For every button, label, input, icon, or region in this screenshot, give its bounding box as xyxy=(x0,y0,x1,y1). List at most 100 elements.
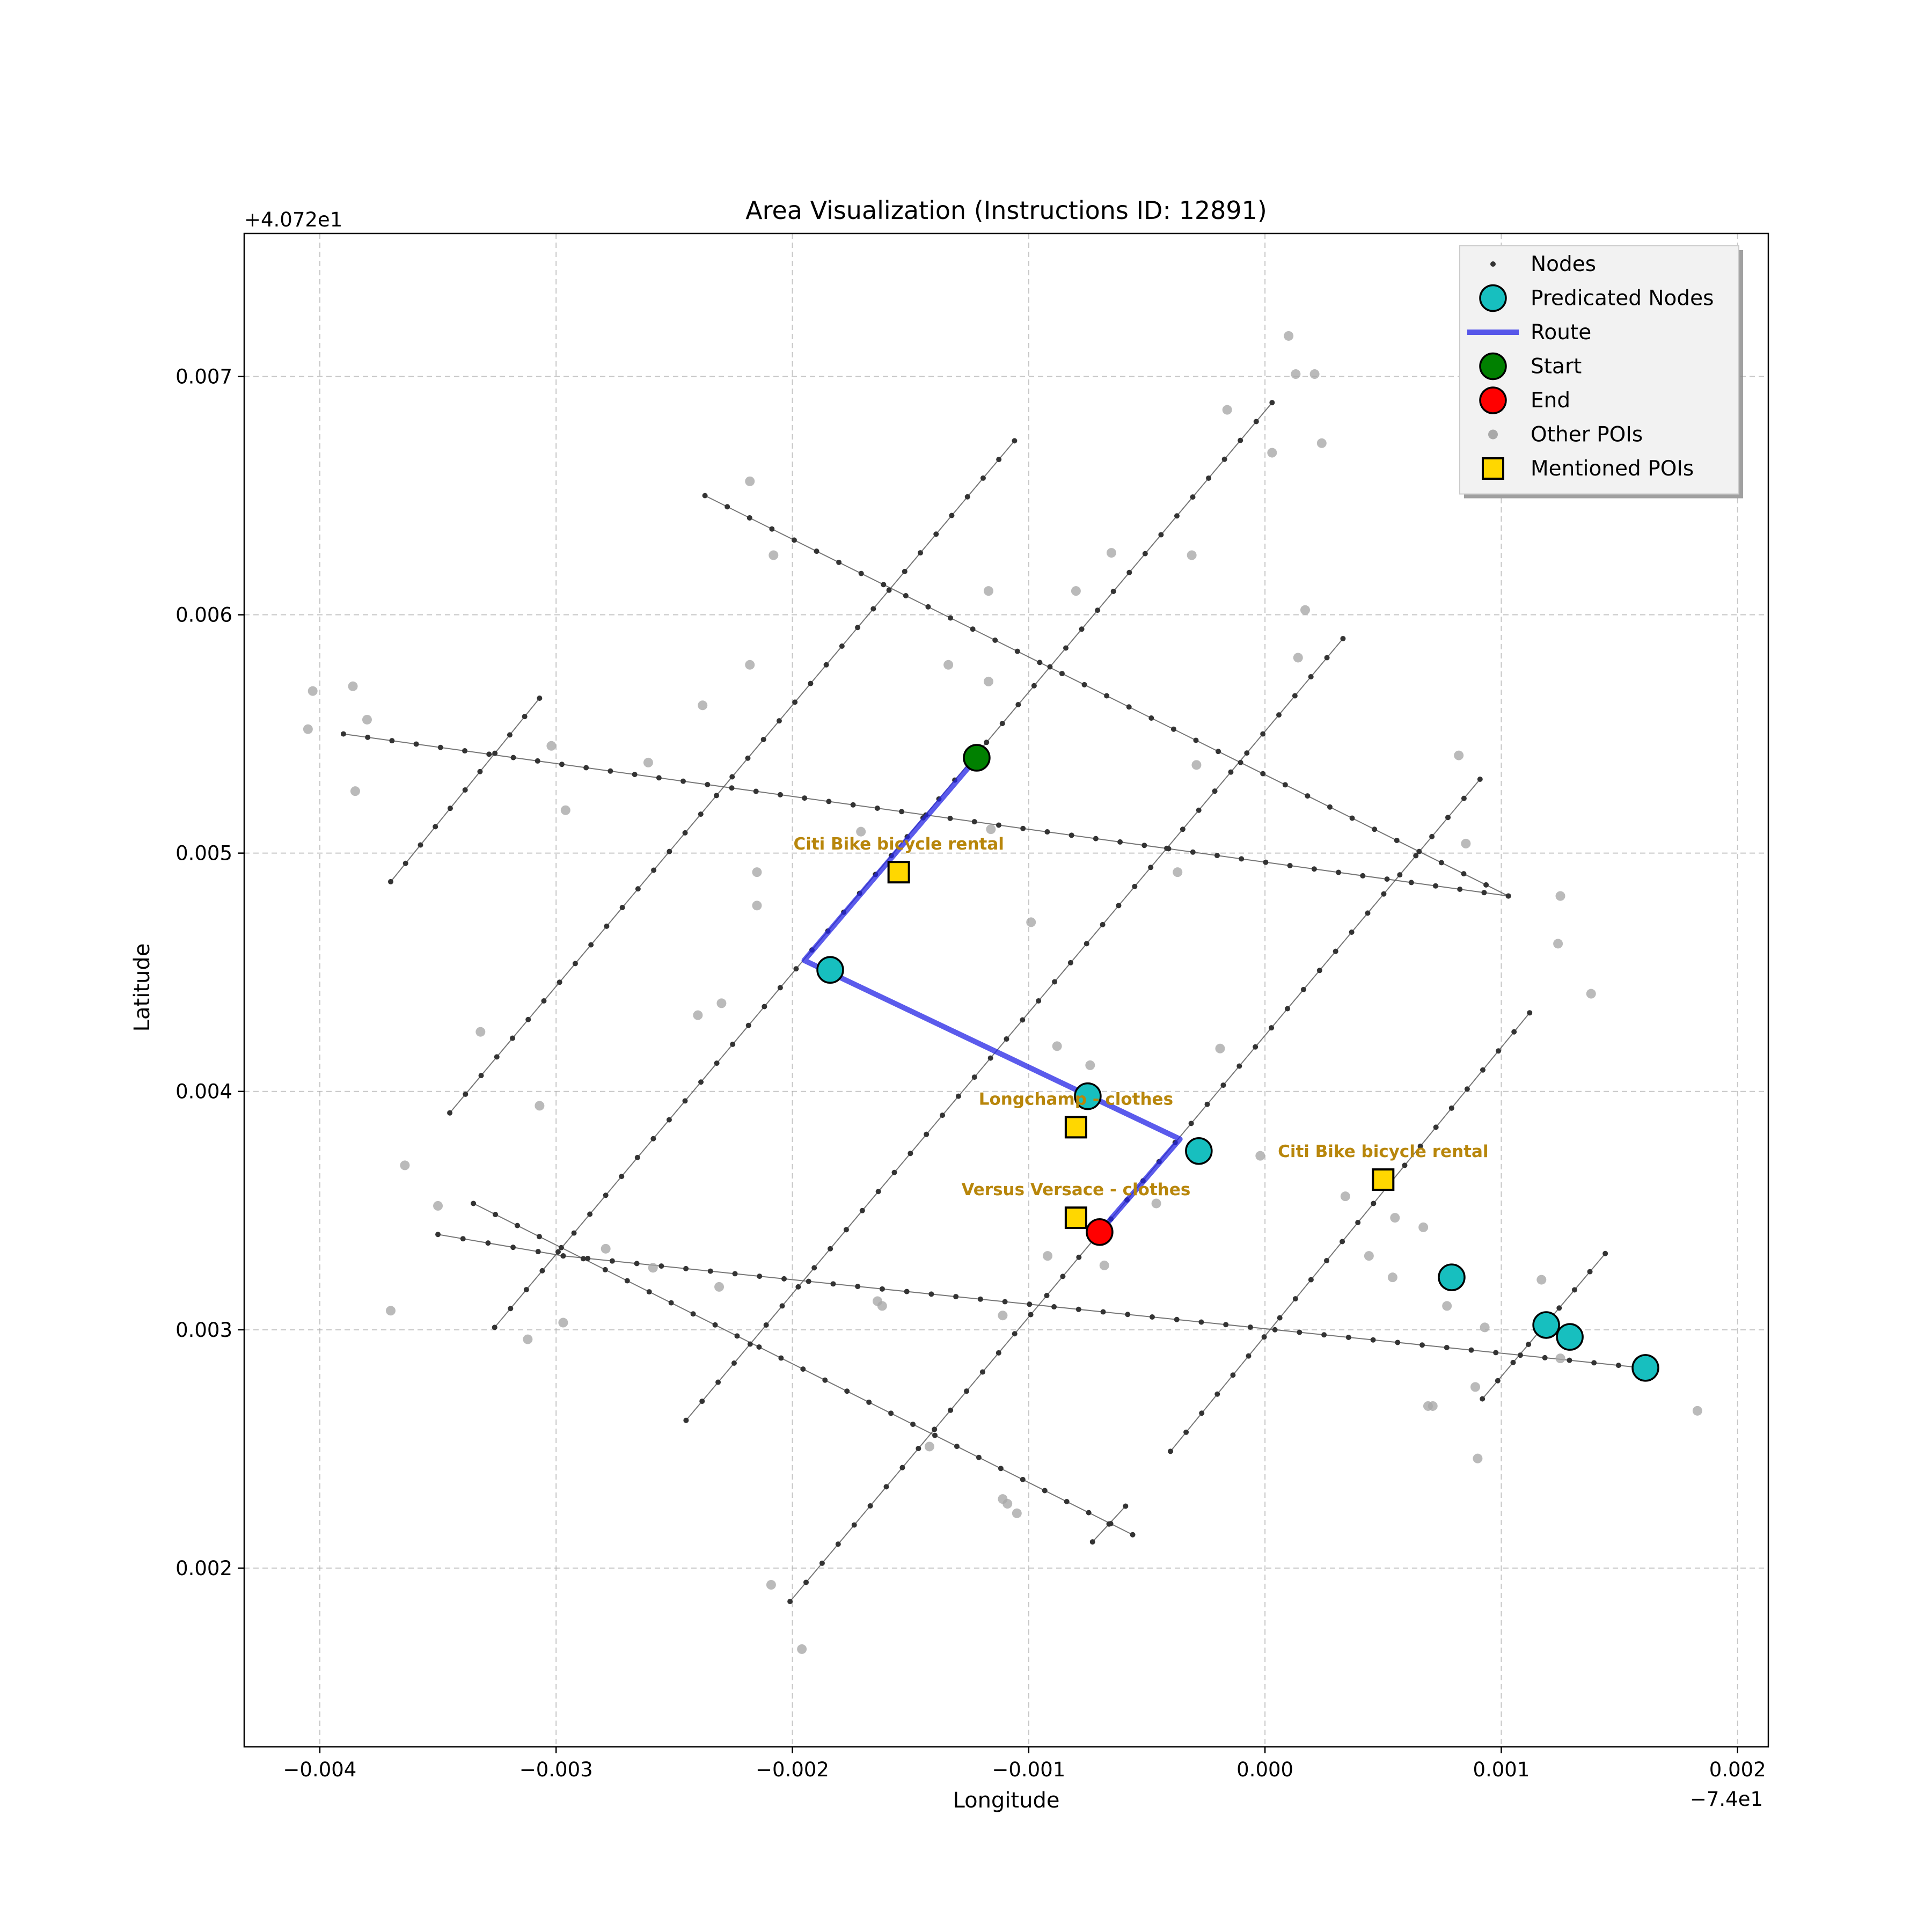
street-node xyxy=(918,550,924,556)
street-node xyxy=(668,1300,674,1306)
other-poi xyxy=(745,476,755,486)
street-node xyxy=(980,475,986,481)
mentioned-poi-marker xyxy=(1064,1116,1087,1139)
street-node xyxy=(955,1093,961,1099)
street-node xyxy=(572,961,578,967)
other-poi xyxy=(769,550,779,560)
other-poi xyxy=(1215,1043,1225,1053)
street-node xyxy=(760,736,766,742)
street-node xyxy=(1308,1277,1314,1283)
street-node xyxy=(836,559,842,565)
legend-label: End xyxy=(1531,389,1570,413)
street-node xyxy=(632,772,638,778)
predicated-node xyxy=(1438,1263,1466,1291)
x-tick-label: −0.001 xyxy=(992,1758,1065,1781)
street-node xyxy=(1123,1503,1129,1509)
street-node xyxy=(1602,1250,1608,1256)
other-poi xyxy=(1423,1401,1433,1411)
street-node xyxy=(747,515,752,521)
other-poi xyxy=(1173,867,1183,877)
street-node xyxy=(858,570,864,576)
street-node xyxy=(463,1091,469,1097)
street-node xyxy=(1527,1010,1533,1016)
street-node xyxy=(886,587,892,593)
legend-other-poi-swatch xyxy=(1488,429,1498,440)
street-node xyxy=(811,1265,817,1271)
other-poi xyxy=(362,714,372,724)
street-node xyxy=(712,1322,718,1328)
other-poi xyxy=(1071,586,1081,596)
mentioned-poi-label: Longchamp - clothes xyxy=(979,1089,1173,1109)
street-node xyxy=(1261,1334,1267,1340)
mentioned-poi-marker xyxy=(887,861,910,884)
street-node xyxy=(1095,608,1101,613)
street-node xyxy=(976,1454,982,1460)
street-node xyxy=(855,625,861,631)
legend-label: Route xyxy=(1531,320,1591,345)
street-node xyxy=(769,526,775,532)
street-node xyxy=(1371,1201,1377,1206)
street-node xyxy=(724,504,730,510)
street-node xyxy=(1556,1305,1562,1311)
street-node xyxy=(851,1522,857,1528)
street-node xyxy=(776,718,782,724)
street-node xyxy=(1047,664,1053,670)
predicated-node xyxy=(816,956,844,984)
y-axis-label: Latitude xyxy=(130,943,155,1032)
other-poi xyxy=(303,724,313,734)
street-node xyxy=(1287,862,1293,868)
street-node xyxy=(803,1579,809,1585)
street-node xyxy=(535,758,540,764)
street-node xyxy=(535,1249,541,1255)
street-node xyxy=(365,734,371,740)
street-node xyxy=(635,886,641,892)
other-poi xyxy=(348,681,358,691)
street-node xyxy=(1433,1124,1439,1130)
street-node xyxy=(1069,832,1074,838)
street-node xyxy=(1093,836,1099,841)
street-node xyxy=(1116,903,1122,909)
street-node xyxy=(682,1098,688,1104)
street-node xyxy=(830,1281,836,1287)
other-poi xyxy=(693,1010,703,1020)
street-node xyxy=(1125,1312,1131,1318)
mentioned-poi-label: Citi Bike bicycle rental xyxy=(1278,1142,1488,1161)
street-node xyxy=(619,905,625,911)
other-poi xyxy=(1316,438,1327,448)
street-node xyxy=(850,802,856,808)
street-node xyxy=(447,1110,453,1116)
other-poi xyxy=(986,824,996,835)
predicated-node xyxy=(1074,1082,1102,1110)
other-poi xyxy=(983,586,993,596)
other-poi xyxy=(716,998,727,1008)
street-node xyxy=(1483,882,1489,888)
street-node xyxy=(690,1311,696,1317)
street-node xyxy=(1432,883,1438,889)
street-node xyxy=(928,1291,934,1297)
street-node xyxy=(1193,737,1199,743)
street-node xyxy=(826,799,832,804)
street-node xyxy=(559,762,565,767)
other-poi xyxy=(1340,1191,1350,1202)
street-node xyxy=(1311,866,1317,872)
street-node xyxy=(418,842,423,848)
street-node xyxy=(762,1004,767,1009)
street-node xyxy=(492,1324,497,1330)
street-node xyxy=(1480,1396,1485,1402)
street-node xyxy=(1510,1359,1516,1365)
street-node xyxy=(714,793,720,799)
other-poi xyxy=(535,1101,545,1111)
street-node xyxy=(1166,846,1172,852)
street-node xyxy=(462,748,468,754)
street-node xyxy=(658,1263,664,1269)
street-node xyxy=(932,1426,938,1432)
end-marker xyxy=(1086,1218,1114,1246)
street-node xyxy=(814,548,819,554)
street-node xyxy=(1158,532,1164,538)
street-node xyxy=(839,643,845,649)
street-node xyxy=(822,1377,828,1383)
street-node xyxy=(964,494,970,500)
other-poi xyxy=(1692,1406,1702,1416)
street-node xyxy=(778,1355,784,1361)
